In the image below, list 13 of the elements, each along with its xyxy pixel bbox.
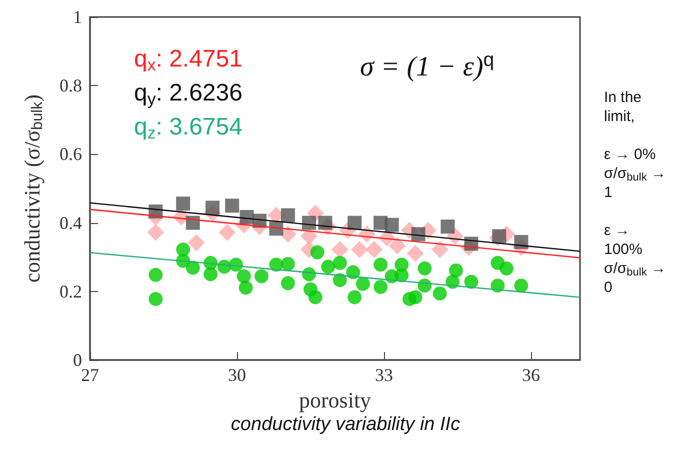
x-tick-label: 27 [81,365,99,385]
y-axis-title: conductivity (σ/σbulk) [20,94,46,283]
y-tick-label: 1 [73,7,82,27]
y-tick-label: 0.2 [60,281,82,302]
y-tick-label: 0.4 [60,212,82,233]
x-tick-label: 30 [228,365,246,385]
y-tick-label: 0 [73,350,82,370]
y-tick-label: 0.8 [60,76,82,96]
x-axis-title: porosity [298,387,372,412]
x-tick-label: 36 [522,365,540,385]
y-tick-label: 0.6 [60,144,82,164]
text: conductivity variability in IIc [230,414,461,435]
x-tick-label: 33 [375,365,393,385]
